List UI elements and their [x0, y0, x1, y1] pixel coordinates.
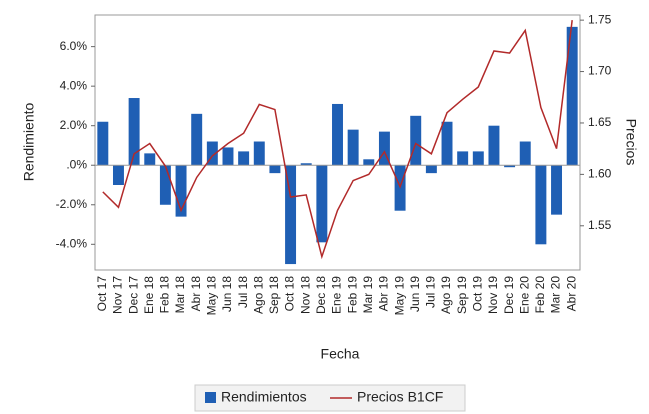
legend-label: Rendimientos — [221, 389, 307, 405]
bar — [332, 103, 343, 166]
x-tick-label: Oct 18 — [283, 276, 297, 312]
bar — [519, 141, 531, 166]
bar — [441, 121, 453, 166]
y-tick-label: -4.0% — [56, 236, 88, 250]
x-tick-label: Ene 20 — [517, 276, 531, 314]
bar — [410, 115, 422, 166]
bar — [238, 151, 250, 166]
x-tick-label: Mar 18 — [173, 276, 187, 314]
x-tick-label: Abr 19 — [377, 276, 391, 312]
y-axis-title: Rendimiento — [21, 102, 37, 181]
x-tick-label: Ene 19 — [330, 276, 344, 314]
x-tick-label: Dec 17 — [126, 276, 140, 314]
bar — [269, 165, 281, 174]
bar — [175, 165, 187, 217]
x-tick-label: Dec 19 — [502, 276, 516, 314]
x-tick-label: May 18 — [205, 276, 219, 316]
bar — [504, 165, 516, 168]
x-tick-label: Abr 20 — [564, 276, 578, 312]
y-tick-label: .0% — [66, 157, 87, 171]
y-tick-label: 2.0% — [60, 118, 88, 132]
x-tick-label: Ene 18 — [142, 276, 156, 314]
bar — [347, 129, 359, 166]
x-tick-label: May 19 — [392, 276, 406, 316]
x-tick-label: Mar 20 — [549, 276, 563, 314]
bar — [472, 151, 484, 166]
legend-label: Precios B1CF — [357, 389, 443, 405]
x-tick-label: Feb 18 — [158, 276, 172, 314]
bar — [300, 163, 312, 166]
bar — [128, 98, 140, 166]
bar — [488, 125, 500, 166]
bar — [253, 141, 265, 166]
x-tick-label: Jun 19 — [408, 276, 422, 312]
y2-tick-label: 1.75 — [588, 12, 612, 26]
x-tick-label: Oct 17 — [95, 276, 109, 312]
x-tick-label: Feb 20 — [533, 276, 547, 314]
bar — [378, 131, 390, 166]
bar — [206, 141, 218, 166]
bar — [363, 159, 375, 166]
x-tick-label: Mar 19 — [361, 276, 375, 314]
bar — [316, 165, 328, 243]
y2-tick-label: 1.60 — [588, 167, 612, 181]
x-tick-label: Feb 19 — [345, 276, 359, 314]
x-tick-label: Jul 18 — [236, 276, 250, 308]
bar — [112, 165, 124, 185]
bar — [425, 165, 437, 174]
bar — [551, 165, 563, 215]
x-tick-label: Ago 18 — [251, 276, 265, 314]
y2-axis-title: Precios — [623, 119, 639, 166]
bar — [285, 165, 297, 265]
x-axis-title: Fecha — [321, 346, 360, 362]
y-tick-label: -2.0% — [56, 197, 88, 211]
x-tick-label: Jun 18 — [220, 276, 234, 312]
x-tick-label: Nov 18 — [298, 276, 312, 314]
y-tick-label: 4.0% — [60, 78, 88, 92]
bar — [457, 151, 469, 166]
bar — [191, 113, 203, 166]
bar — [97, 121, 109, 166]
bar — [159, 165, 171, 205]
price-line — [102, 20, 573, 260]
y-tick-label: 6.0% — [60, 39, 88, 53]
y2-tick-label: 1.65 — [588, 115, 612, 129]
legend-swatch — [205, 392, 216, 403]
y2-tick-label: 1.70 — [588, 64, 612, 78]
bar — [222, 147, 234, 166]
bar — [535, 165, 547, 245]
x-tick-label: Abr 18 — [189, 276, 203, 312]
bar — [144, 153, 156, 166]
x-tick-label: Oct 19 — [470, 276, 484, 312]
bar — [566, 26, 578, 166]
x-tick-label: Sep 19 — [455, 276, 469, 314]
x-tick-label: Sep 18 — [267, 276, 281, 314]
x-tick-label: Dec 18 — [314, 276, 328, 314]
x-tick-label: Nov 17 — [111, 276, 125, 314]
x-tick-label: Jul 19 — [424, 276, 438, 308]
x-tick-label: Ago 19 — [439, 276, 453, 314]
y2-tick-label: 1.55 — [588, 218, 612, 232]
x-tick-label: Nov 19 — [486, 276, 500, 314]
